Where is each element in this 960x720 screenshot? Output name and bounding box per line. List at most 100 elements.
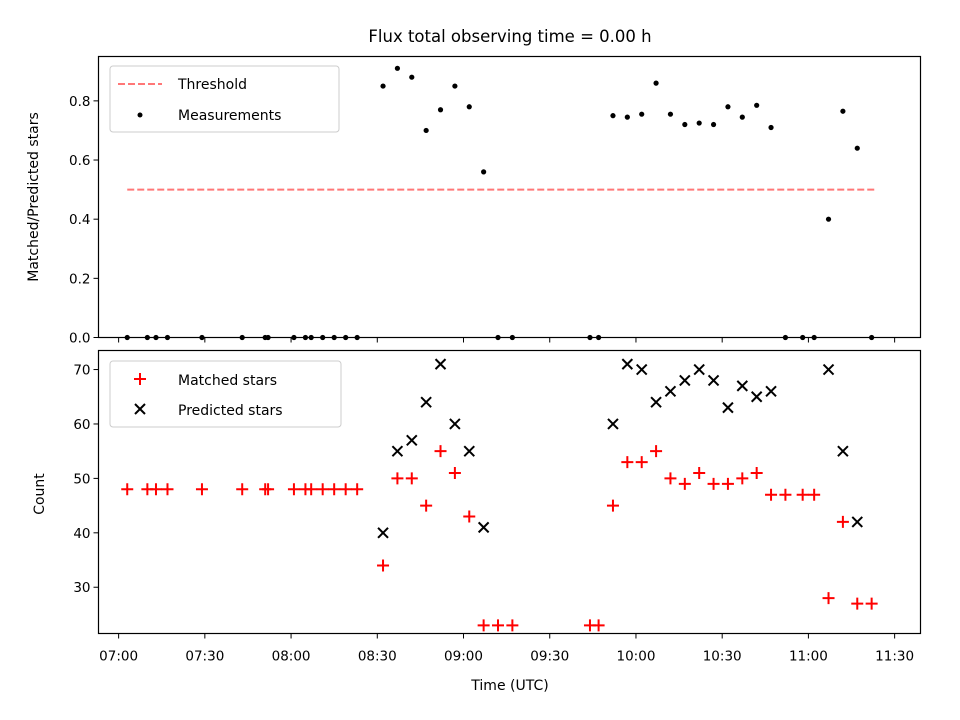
y-tick-label: 0.4 [69,212,90,228]
ratio-y-axis-label: Matched/Predicted stars [26,112,42,282]
measurement-point [653,80,659,86]
matched-point [721,477,734,490]
matched-point [316,483,329,496]
measurement-point [466,104,472,110]
matched-point [405,472,418,485]
matched-point [477,619,490,632]
matched-point [750,466,763,479]
matched-point [287,483,300,496]
predicted-point [722,401,734,414]
measurement-point [710,121,717,128]
matched-point [796,488,809,501]
matched-point [328,483,341,496]
measurement-point [739,114,745,120]
matched-point [650,445,663,458]
matched-point [121,483,134,496]
measurement-point [854,145,860,151]
measurement-point [610,113,616,119]
matched-point [448,466,461,479]
matched-point [339,483,352,496]
predicted-point [851,516,863,528]
x-tick-label: 08:00 [272,649,311,665]
matched-point [765,488,778,501]
ratio-legend: Threshold Measurements [109,65,340,133]
count-plot-frame [97,349,922,635]
predicted-point [434,358,447,370]
measurement-point [409,74,415,80]
predicted-point [693,363,705,376]
predicted-point [621,358,634,370]
measurement-point [696,120,702,126]
predicted-point [679,374,691,387]
predicted-legend-swatch [134,403,146,415]
measurement-point [481,169,487,175]
x-tick-label: 09:00 [444,649,483,665]
matched-point [377,559,390,572]
matched-point [391,472,404,485]
matched-point [836,515,849,528]
ratio-x-ticks [118,337,896,343]
y-tick-label: 50 [73,471,90,487]
y-tick-label: 0.2 [69,271,90,287]
ratio-y-ticks: 0.0 0.2 0.4 0.6 0.8 [69,94,99,347]
ratio-marks [124,65,875,341]
matched-point [707,477,720,490]
x-tick-label: 07:00 [99,649,138,665]
matched-point [420,499,433,512]
measurement-point [437,107,444,113]
matched-point [492,619,505,632]
measurement-point [667,111,674,117]
x-tick-label: 07:30 [185,649,224,665]
matched-point [236,483,249,496]
predicted-point [463,445,475,457]
predicted-point [822,363,835,376]
count-y-ticks: 30 40 50 60 70 [73,363,99,596]
y-tick-label: 60 [73,417,90,433]
predicted-point [477,521,490,534]
measurement-point [682,121,688,128]
ratio-panel: Matched/Predicted stars 0.00.20.40.60.8 … [26,55,922,347]
matched-point [678,477,691,490]
matched-point [592,619,605,632]
matched-point [822,592,835,605]
matched-point [149,483,162,496]
count-marks [121,358,878,632]
matched-point [161,483,174,496]
predicted-point [650,396,662,408]
predicted-point [377,527,389,539]
ratio-plot-frame [97,55,922,339]
threshold-legend-label: Threshold [177,77,247,93]
predicted-point [837,445,849,457]
matched-point [865,597,878,610]
matched-point [305,483,318,496]
predicted-point [736,380,749,392]
y-tick-label: 0.0 [69,331,90,347]
matched-point [434,445,447,458]
predicted-legend-label: Predicted stars [178,403,283,419]
y-tick-label: 30 [73,580,90,596]
predicted-point [664,385,677,398]
x-tick-label: 10:30 [703,649,742,665]
matched-point [621,456,634,469]
count-legend-box [109,360,342,428]
x-tick-label: 10:00 [617,649,656,665]
x-tick-label: 11:00 [789,649,828,665]
y-tick-label: 0.8 [69,94,90,110]
predicted-point [607,418,619,430]
matched-point [463,510,476,523]
x-tick-label: 09:30 [530,649,569,665]
measurement-point [394,65,401,71]
measurements-legend-swatch [137,112,143,118]
predicted-point [449,418,461,430]
y-tick-label: 70 [73,363,90,379]
x-axis-label: Time (UTC) [470,678,548,694]
predicted-point [707,374,720,387]
measurement-point [452,83,458,89]
matched-point [262,483,275,496]
matched-point [506,619,519,632]
measurement-point [768,124,774,131]
chart-title: Flux total observing time = 0.00 h [368,27,651,46]
predicted-point [750,391,763,403]
predicted-point [636,363,648,376]
